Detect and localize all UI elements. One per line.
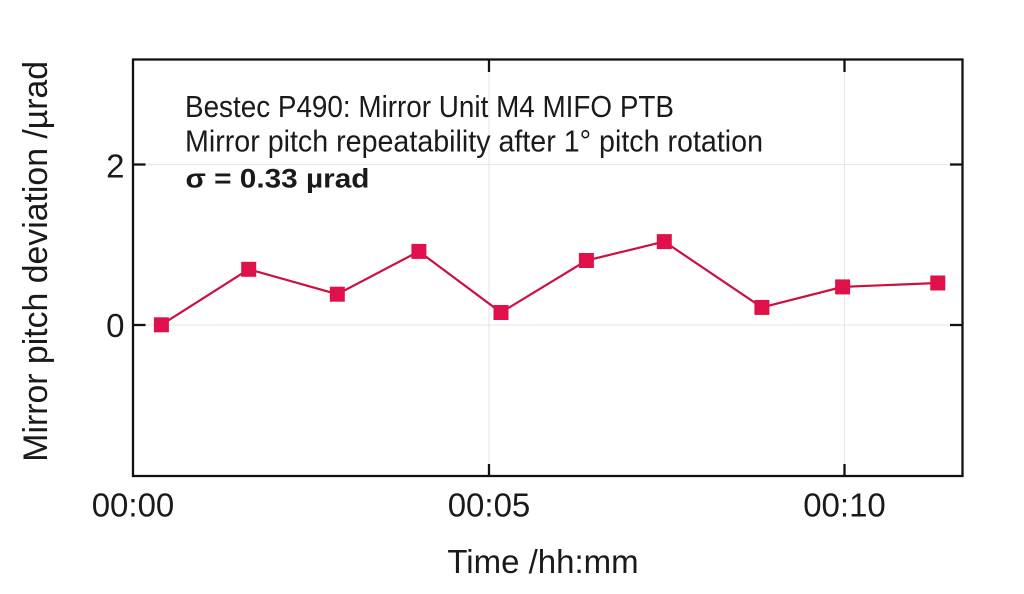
svg-text:Mirror pitch deviation /µrad: Mirror pitch deviation /µrad: [17, 61, 55, 462]
svg-text:Mirror pitch repeatability aft: Mirror pitch repeatability after 1° pitc…: [185, 124, 763, 159]
svg-text:Bestec P490: Mirror Unit M4 MI: Bestec P490: Mirror Unit M4 MIFO PTB: [185, 89, 674, 124]
svg-text:00:05: 00:05: [448, 486, 531, 523]
svg-text:Time /hh:mm: Time /hh:mm: [447, 543, 638, 580]
svg-text:2: 2: [106, 147, 124, 184]
svg-text:00:00: 00:00: [92, 486, 175, 523]
svg-text:0: 0: [106, 307, 124, 344]
svg-text:σ = 0.33 µrad: σ = 0.33 µrad: [186, 164, 370, 194]
svg-text:00:10: 00:10: [803, 486, 886, 523]
